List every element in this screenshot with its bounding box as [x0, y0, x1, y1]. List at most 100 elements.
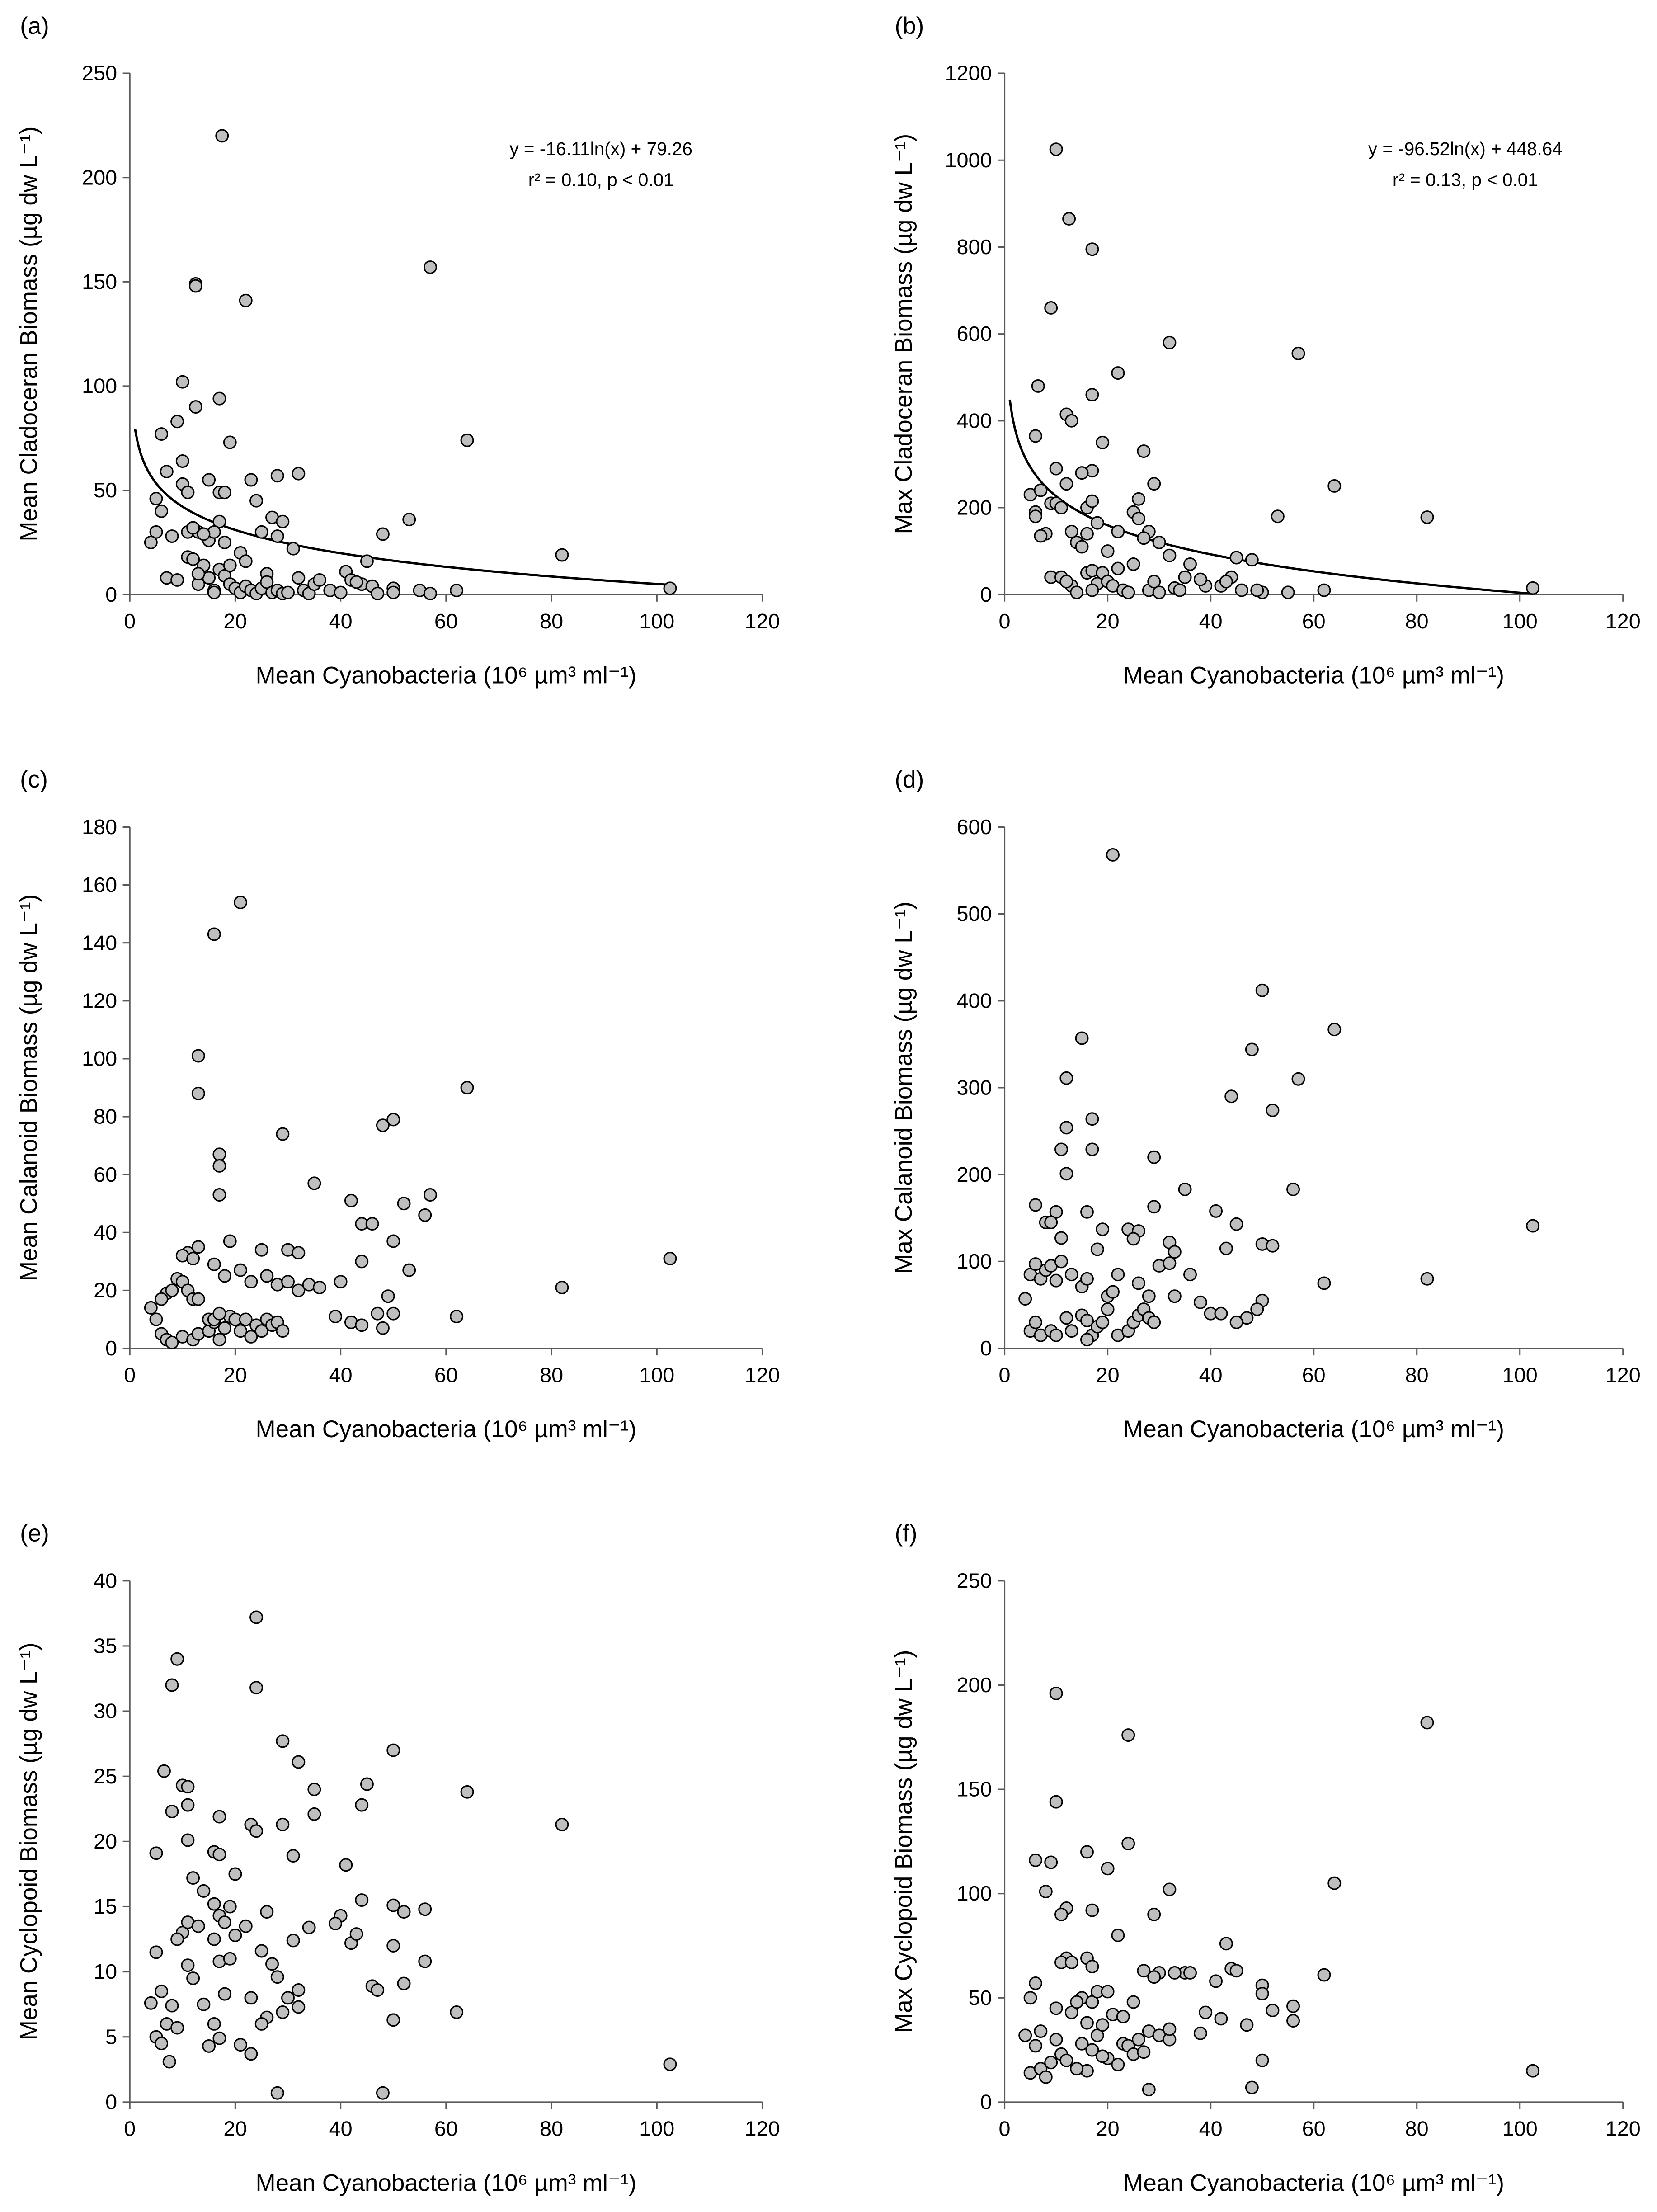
point: [1064, 524, 1078, 538]
point: [239, 293, 253, 307]
x-tick-label: 40: [1199, 609, 1223, 633]
point: [663, 2057, 677, 2071]
point: [181, 1798, 195, 1812]
point: [186, 1971, 200, 1985]
x-tick-label: 100: [1502, 2117, 1538, 2141]
point: [402, 1263, 416, 1277]
x-tick-label: 100: [639, 2117, 674, 2141]
point: [155, 1292, 169, 1306]
point: [1044, 1215, 1058, 1229]
x-tick-label: 100: [639, 609, 674, 633]
point: [418, 1954, 432, 1968]
point: [165, 1678, 179, 1692]
point: [386, 585, 400, 599]
point: [334, 585, 348, 599]
point: [1059, 477, 1073, 491]
point: [1101, 544, 1115, 558]
point: [244, 1991, 258, 2005]
point: [1224, 1089, 1238, 1104]
point: [270, 1970, 284, 1984]
x-tick-label: 20: [223, 2117, 247, 2141]
point: [244, 1275, 258, 1289]
point: [371, 1983, 385, 1997]
y-axis-label: Mean Calanoid Biomass (µg dw L⁻¹): [15, 894, 42, 1281]
point: [149, 1312, 163, 1326]
point: [1132, 492, 1145, 506]
point: [1245, 1042, 1259, 1056]
point: [165, 1999, 179, 2013]
point: [1163, 335, 1177, 349]
point: [1163, 1882, 1177, 1896]
point: [186, 552, 200, 566]
point: [1219, 575, 1233, 589]
point: [1049, 1328, 1063, 1342]
x-tick-label: 0: [124, 609, 136, 633]
x-tick-label: 120: [1605, 1363, 1641, 1387]
point: [155, 504, 169, 518]
point: [1132, 512, 1145, 525]
point: [157, 1764, 171, 1778]
point: [460, 1081, 474, 1094]
x-tick-label: 20: [1096, 2117, 1120, 2141]
point: [1526, 1219, 1540, 1233]
point: [155, 427, 169, 441]
panel-label: (b): [894, 13, 924, 39]
x-axis-label: Mean Cyanobacteria (10⁶ µm³ ml⁻¹): [1123, 1416, 1504, 1443]
y-tick-label: 100: [957, 1882, 992, 1905]
point: [1327, 1876, 1342, 1890]
point: [234, 896, 248, 909]
y-tick-label: 300: [957, 1076, 992, 1099]
point: [1147, 1907, 1161, 1921]
point: [170, 415, 184, 429]
point: [144, 1301, 158, 1315]
x-tick-label: 60: [1302, 1363, 1326, 1387]
point: [349, 1927, 363, 1941]
point: [1059, 575, 1073, 589]
point: [1281, 585, 1295, 599]
y-tick-label: 50: [94, 478, 117, 502]
point: [1096, 435, 1110, 449]
point: [1090, 516, 1104, 530]
x-tick-label: 20: [223, 1363, 247, 1387]
y-tick-label: 30: [94, 1699, 117, 1723]
point: [307, 1807, 321, 1821]
point: [186, 521, 200, 535]
point: [1126, 1995, 1140, 2009]
point: [329, 1917, 342, 1930]
panel: (f) 0 50 100 150 200 250 0 20 40 60 80 100 120 Mean Cy…: [890, 1520, 1641, 2197]
panel: (b) 0 200 400 600 800 1000 1200 0 20 40 60 80 100 120 M…: [890, 13, 1641, 689]
point: [1096, 2049, 1110, 2063]
point: [228, 1867, 242, 1881]
point: [212, 2031, 226, 2045]
point: [223, 1900, 237, 1914]
point: [181, 1780, 195, 1794]
point: [371, 1306, 385, 1321]
point: [450, 1310, 464, 1324]
point: [218, 1915, 232, 1929]
point: [170, 2021, 184, 2035]
point: [1085, 1112, 1099, 1126]
point: [1029, 509, 1042, 524]
point: [1126, 1232, 1140, 1246]
point: [212, 1188, 226, 1202]
point: [286, 1849, 300, 1863]
point: [355, 1893, 369, 1907]
point: [186, 1251, 200, 1265]
point: [386, 1306, 400, 1321]
point: [1070, 2062, 1084, 2076]
point: [1266, 1103, 1280, 1117]
point: [1193, 2026, 1207, 2040]
y-tick-label: 500: [957, 902, 992, 925]
y-tick-label: 160: [82, 873, 117, 896]
x-tick-label: 60: [434, 609, 458, 633]
point: [197, 1997, 211, 2011]
point: [188, 400, 202, 414]
x-tick-label: 40: [329, 1363, 353, 1387]
point: [1266, 2003, 1280, 2017]
y-axis-label: Mean Cyclopoid Biomass (µg dw L⁻¹): [15, 1642, 42, 2040]
point: [397, 1976, 411, 1990]
point: [276, 1734, 290, 1748]
point: [381, 1289, 395, 1303]
point: [1255, 2053, 1269, 2067]
point: [1526, 581, 1540, 595]
